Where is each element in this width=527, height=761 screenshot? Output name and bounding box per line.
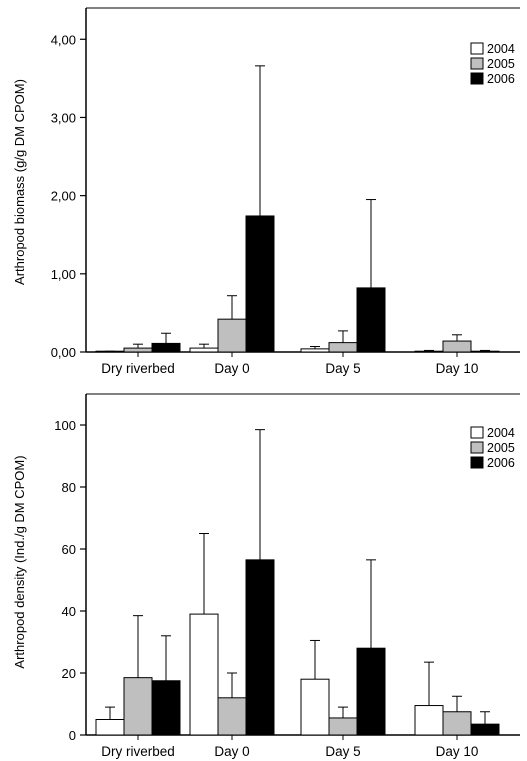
error-bars [105, 65, 490, 352]
bar-2005 [442, 340, 472, 353]
x-tick-labels: Dry riverbed Day 0 Day 5 Day 10 [101, 735, 478, 759]
y-tick-label: 60 [62, 542, 76, 557]
y-tick-label: 4,00 [51, 32, 76, 47]
bar-2005 [442, 711, 472, 736]
y-ticks: 0,00 1,00 2,00 3,00 4,00 [51, 32, 86, 360]
legend-swatch [470, 42, 484, 55]
x-tick-label: Dry riverbed [101, 744, 175, 759]
legend-swatch [470, 57, 484, 70]
x-tick-label: Day 10 [436, 744, 479, 759]
bar-2005 [217, 697, 247, 736]
legend-label: 2006 [487, 456, 515, 470]
x-tick-labels: Dry riverbed Day 0 Day 5 Day 10 [101, 352, 478, 376]
legend-label: 2004 [487, 42, 515, 56]
y-tick-label: 1,00 [51, 267, 76, 282]
x-tick-label: Day 0 [214, 361, 249, 376]
y-axis-label: Arthropod biomass (g/g DM CPOM) [12, 79, 27, 285]
bar-2004 [189, 347, 219, 353]
x-tick-label: Day 0 [214, 744, 249, 759]
bar-2004 [300, 348, 330, 353]
bars [95, 559, 500, 736]
bars [95, 215, 500, 353]
y-tick-label: 0,00 [51, 345, 76, 360]
legend-label: 2006 [487, 72, 515, 86]
legend-swatch [470, 441, 484, 454]
bar-2006 [245, 559, 275, 736]
y-axis-label: Arthropod density (Ind./g DM CPOM) [12, 455, 27, 668]
legend-swatch [470, 426, 484, 439]
bar-2005 [123, 677, 153, 736]
legend-label: 2004 [487, 426, 515, 440]
density-chart: Arthropod density (Ind./g DM CPOM) 0 20 40… [12, 393, 520, 759]
legend-label: 2005 [487, 441, 515, 455]
bar-2006 [470, 723, 500, 736]
bar-2006 [470, 350, 500, 353]
bar-2004 [300, 678, 330, 736]
bar-2005 [328, 342, 358, 353]
error-bars [105, 429, 490, 725]
y-tick-label: 40 [62, 604, 76, 619]
bar-2005 [123, 347, 153, 353]
legend-swatch [470, 456, 484, 469]
x-tick-label: Day 5 [325, 361, 360, 376]
bar-2006 [356, 647, 386, 736]
x-tick-label: Day 5 [325, 744, 360, 759]
y-tick-label: 100 [54, 418, 76, 433]
bar-2005 [328, 717, 358, 736]
y-tick-label: 0 [69, 728, 76, 743]
bar-2004 [95, 719, 125, 736]
bar-2004 [414, 705, 444, 736]
bar-2006 [356, 287, 386, 353]
legend-label: 2005 [487, 57, 515, 71]
bar-2006 [151, 680, 181, 736]
y-tick-label: 2,00 [51, 189, 76, 204]
bar-2006 [245, 215, 275, 353]
bar-2004 [189, 613, 219, 736]
biomass-chart: Arthropod biomass (g/g DM CPOM) 0,00 1,00… [12, 7, 520, 376]
y-ticks: 0 20 40 60 80 100 [54, 418, 86, 743]
legend-swatch [470, 72, 484, 85]
x-tick-label: Dry riverbed [101, 361, 175, 376]
bar-2004 [414, 350, 444, 353]
y-tick-label: 80 [62, 480, 76, 495]
x-tick-label: Day 10 [436, 361, 479, 376]
y-tick-label: 20 [62, 666, 76, 681]
y-tick-label: 3,00 [51, 110, 76, 125]
bar-2006 [151, 342, 181, 353]
bar-2005 [217, 318, 247, 353]
